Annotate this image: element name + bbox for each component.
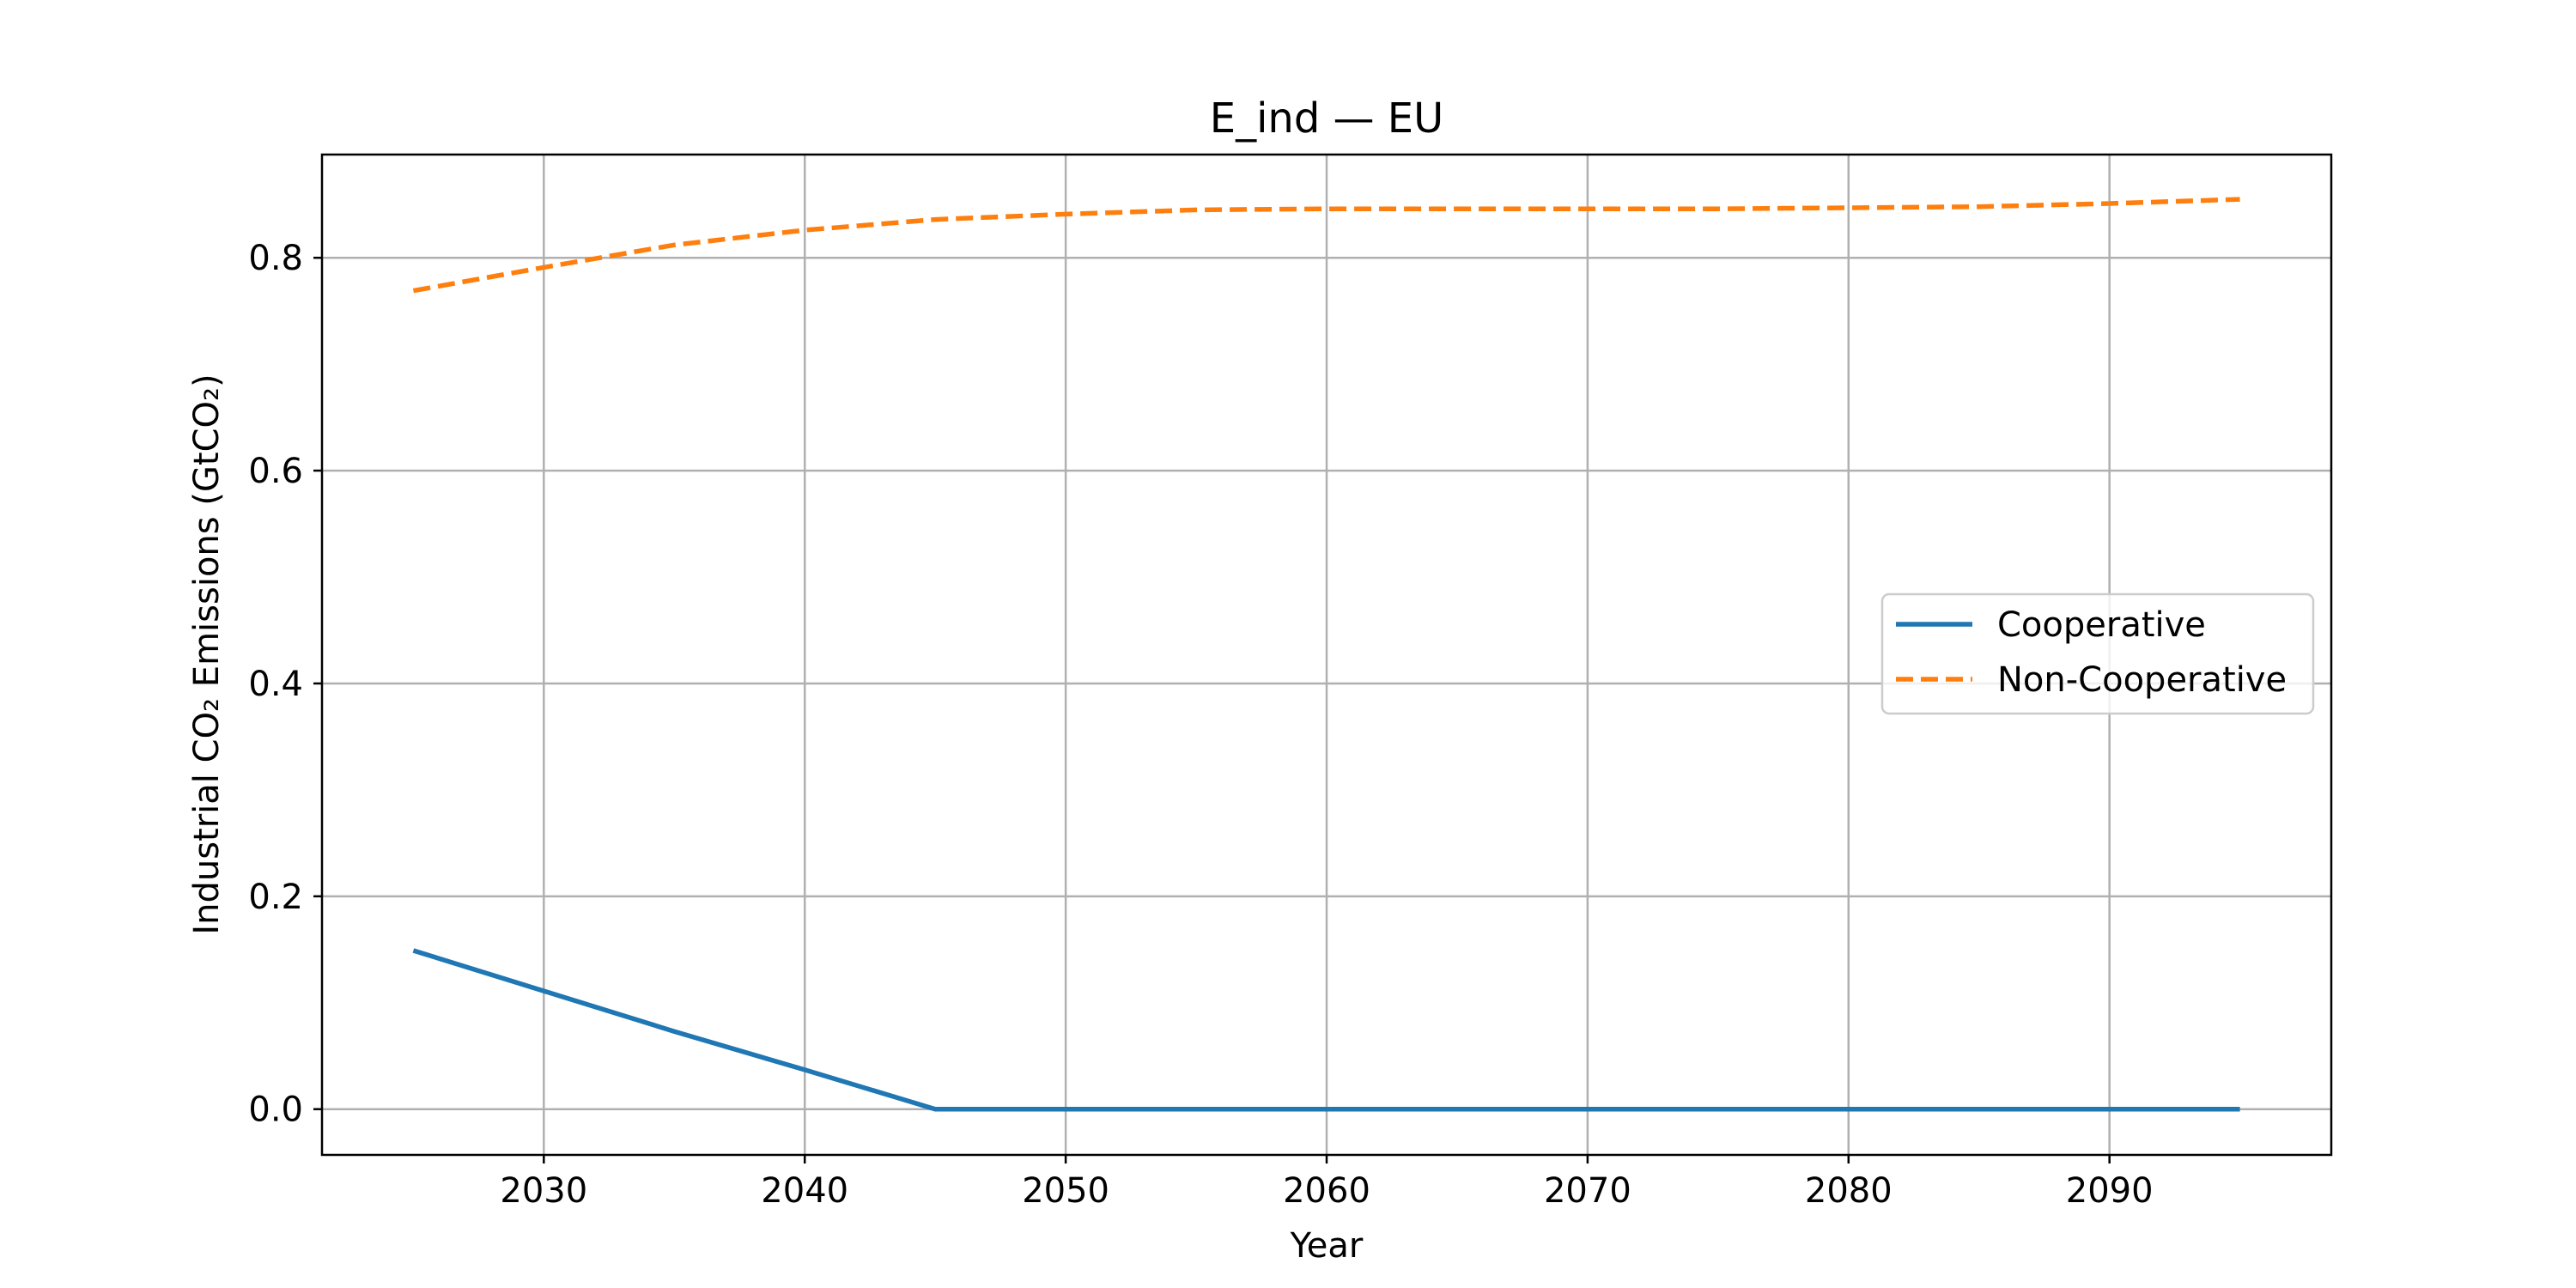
legend-label-cooperative: Cooperative [1997, 605, 2206, 645]
axis-ticks: 2030 2040 2050 2060 2070 2080 2090 0.0 0.2 0.4 0.6… [248, 239, 2153, 1211]
x-tick-label: 2040 [761, 1171, 848, 1211]
y-tick-label: 0.4 [248, 665, 303, 704]
x-tick-label: 2060 [1283, 1171, 1370, 1211]
legend-label-non-cooperative: Non-Cooperative [1997, 660, 2287, 700]
series-lines [412, 197, 2240, 1112]
x-tick-label: 2070 [1544, 1171, 1631, 1211]
x-tick-label: 2030 [500, 1171, 587, 1211]
y-tick-label: 0.6 [248, 452, 303, 491]
y-tick-label: 0.2 [248, 878, 303, 917]
chart-title: E_ind — EU [1210, 94, 1444, 143]
legend-box [1880, 592, 2315, 715]
y-tick-label: 0.0 [248, 1091, 303, 1130]
y-axis-label: Industrial CO₂ Emissions (GtCO₂) [187, 374, 227, 934]
x-tick-label: 2050 [1022, 1171, 1109, 1211]
series-line-cooperative [412, 948, 2240, 1112]
x-tick-label: 2090 [2066, 1171, 2154, 1211]
series-line-non-cooperative [412, 197, 2240, 294]
y-tick-label: 0.8 [248, 239, 303, 278]
legend: Cooperative Non-Cooperative [1880, 592, 2315, 715]
x-axis-label: Year [1290, 1226, 1364, 1266]
x-tick-label: 2080 [1805, 1171, 1893, 1211]
